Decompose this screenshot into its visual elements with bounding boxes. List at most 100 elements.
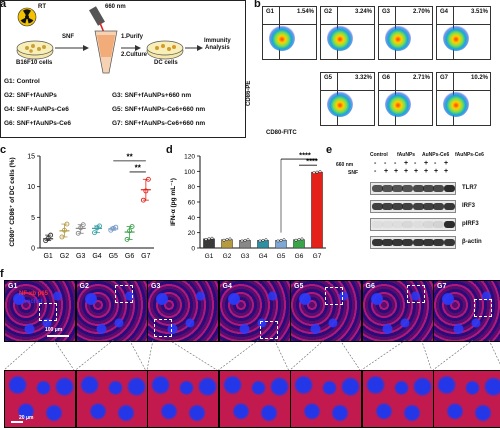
sign-660nm: - [374, 160, 377, 167]
chart-c: 0 5 10 15 G1 G2 G3 G4 G5 G6 G7 **** CD80⁺ CD86⁺ of D… [9, 152, 154, 260]
sign-snf: + [404, 168, 409, 175]
flow-plot-g5: G5 3.32% [320, 72, 375, 126]
scale-bar-bottom: 20 μm [19, 415, 34, 421]
data-point [279, 238, 283, 242]
flow-plot-percent: 3.24% [354, 9, 372, 15]
blot-col-faunps-ce6: fAuNPs-Ce6 [455, 152, 484, 158]
data-point [282, 238, 286, 242]
panel-label-f: f [0, 268, 4, 280]
sig-label: ** [135, 163, 142, 172]
blot-band [392, 203, 404, 210]
sign-660nm: + [404, 160, 409, 167]
data-point [294, 238, 298, 242]
blot-row-snf: SNF [348, 170, 358, 176]
chart-d: 0 20 40 60 80 100 120 G1 G2 G3 G4 G5 G6 G7 ******** IFN… [170, 151, 326, 260]
flow-plot-g2: G2 3.24% [320, 6, 375, 60]
data-point [261, 238, 265, 242]
blot-band [443, 239, 455, 246]
blot-band [371, 185, 383, 192]
blot-band [433, 239, 445, 246]
flow-plot-percent: 3.32% [354, 75, 372, 81]
micrograph-group-label: G1 [8, 283, 18, 290]
micrograph-group-label: G5 [294, 283, 304, 290]
blot-band [371, 239, 383, 246]
data-point [300, 237, 304, 241]
zoom-connector [361, 340, 406, 370]
bar [311, 171, 323, 249]
sign-snf: - [374, 168, 377, 175]
data-point [258, 239, 262, 243]
y-tick-label: 120 [184, 154, 195, 161]
blot-band [402, 221, 414, 228]
flow-density-blob [269, 25, 295, 51]
micrograph-zoom-g2 [75, 370, 148, 428]
data-point [225, 238, 229, 242]
sign-660nm: + [444, 160, 449, 167]
sign-660nm: + [424, 160, 429, 167]
b16-label: B16F10 cells [16, 60, 53, 66]
y-tick-label: 0 [191, 246, 195, 253]
zoom-connector [168, 340, 218, 370]
flow-density-blob [327, 91, 353, 117]
scale-bar-line [11, 421, 23, 423]
x-tick-label: G4 [259, 253, 268, 260]
blot-row-tlr7 [370, 182, 456, 195]
zoom-connector [75, 340, 114, 370]
data-point [75, 230, 81, 236]
purify-label: 1.Purify [121, 34, 144, 40]
blot-band [412, 221, 424, 228]
data-point [318, 170, 322, 173]
x-tick-label: G2 [223, 253, 232, 260]
scale-bar-line [47, 335, 69, 337]
data-point [97, 223, 102, 229]
zoom-connector [289, 340, 325, 370]
protein-actin: β-actin [462, 239, 482, 245]
blot-band [423, 203, 434, 210]
data-point [124, 236, 130, 242]
blot-band [381, 221, 393, 228]
protein-tlr7: TLR7 [462, 185, 477, 191]
zoom-region-box [39, 303, 57, 321]
data-point [43, 238, 49, 244]
blot-col-aunps-ce6: AuNPs-Ce6 [422, 152, 450, 158]
flow-plot-percent: 10.2% [470, 75, 488, 81]
blot-col-faunps: fAuNPs [397, 152, 416, 158]
data-point [59, 234, 65, 240]
x-tick-label: G5 [109, 253, 118, 260]
panel-label-a: a [0, 0, 7, 10]
flow-plot-g4: G4 3.51% [436, 6, 491, 60]
x-tick-label: G6 [295, 253, 304, 260]
data-point [92, 230, 97, 236]
micrograph-group-label: G2 [79, 283, 89, 290]
flow-density-blob [443, 25, 469, 51]
scale-bar-top: 100 μm [45, 327, 63, 333]
flow-plot-percent: 2.70% [412, 9, 430, 15]
zoom-connector [339, 340, 361, 370]
panel-label-e: e [326, 144, 333, 156]
blot-row-actin [370, 236, 456, 249]
y-tick-label: 60 [188, 200, 196, 207]
micrograph-g7: G7 [433, 280, 500, 342]
blot-band [392, 221, 404, 228]
flow-density-blob [385, 91, 411, 117]
blot-band [423, 239, 434, 246]
y-tick-label: 40 [188, 215, 196, 222]
data-point [240, 239, 244, 243]
group-g2: G2: SNF+fAuNPs [4, 92, 57, 99]
micrograph-group-label: G4 [222, 283, 232, 290]
blot-col-control: Control [370, 152, 388, 158]
panel-label-c: c [0, 144, 7, 156]
analysis-label: Immunity Analysis [204, 38, 231, 51]
blot-band [371, 203, 383, 210]
laser-label: 660 nm [105, 4, 126, 10]
y-axis-label: CD80⁺ CD86⁺ of DC cells (%) [9, 157, 16, 246]
data-point [243, 238, 247, 242]
data-point [312, 171, 316, 175]
panel-label-d: d [166, 144, 173, 156]
sign-snf: + [394, 168, 399, 175]
schematic-illustration [16, 6, 203, 74]
flow-plot-percent: 3.51% [470, 9, 488, 15]
blot-band [443, 203, 455, 210]
micrograph-g6: G6 [361, 280, 434, 342]
sign-snf: + [424, 168, 429, 175]
